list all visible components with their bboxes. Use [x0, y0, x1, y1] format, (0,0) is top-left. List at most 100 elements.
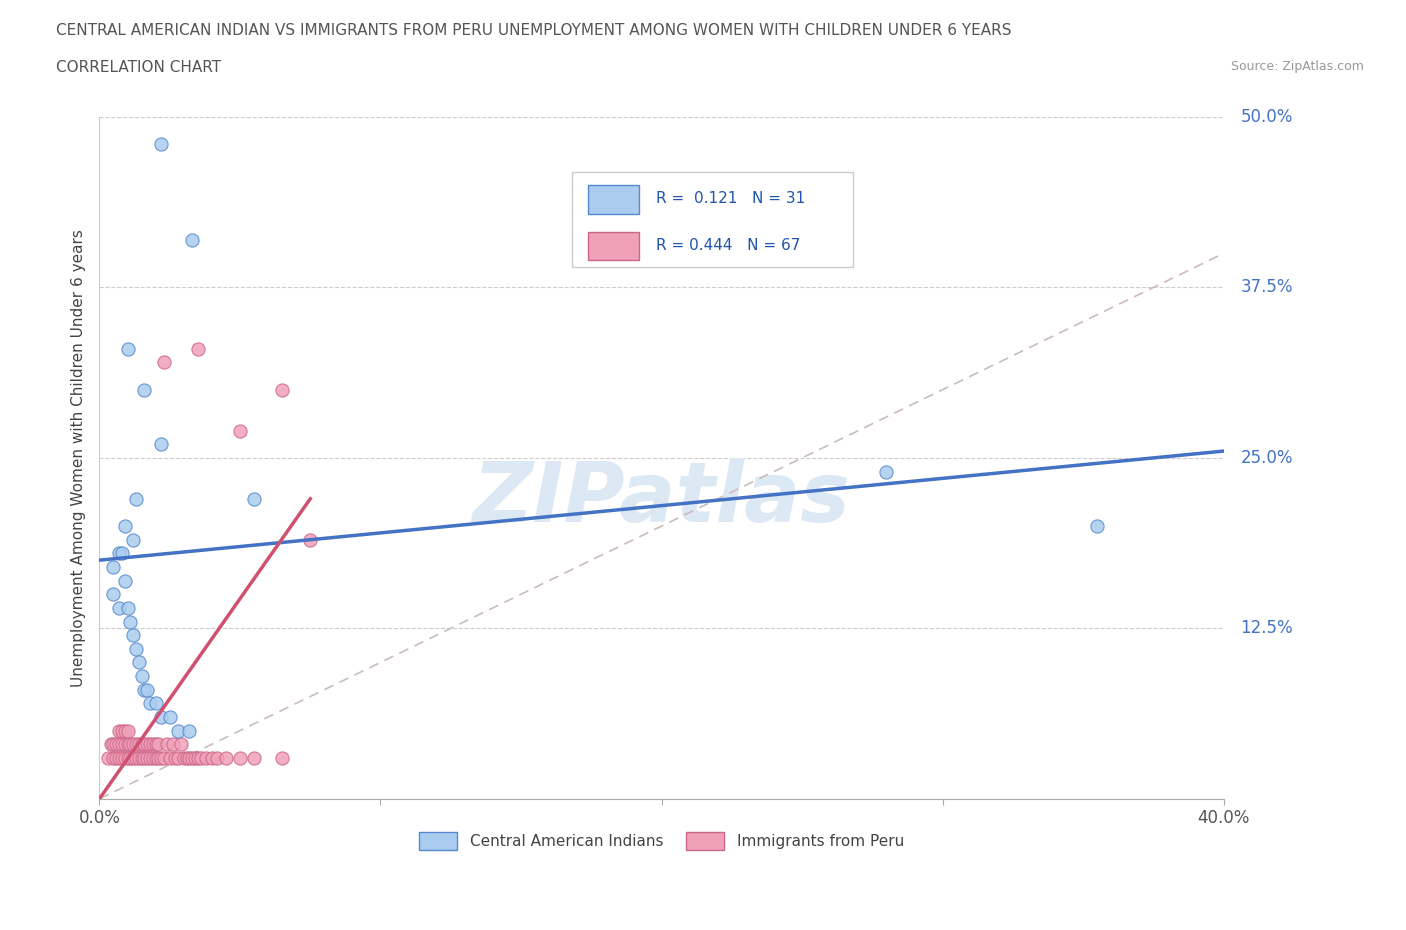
Point: [181, 751, 204, 765]
Point: [125, 737, 148, 751]
Point: [170, 737, 193, 751]
Point: [117, 341, 139, 356]
Point: [108, 601, 131, 616]
Point: [271, 751, 294, 765]
Point: [108, 724, 131, 738]
FancyBboxPatch shape: [589, 232, 640, 260]
Point: [120, 614, 142, 629]
Point: [167, 724, 190, 738]
Point: [125, 751, 148, 765]
Point: [134, 382, 156, 397]
Point: [108, 546, 131, 561]
Point: [229, 423, 252, 438]
Point: [167, 751, 190, 765]
Point: [243, 491, 266, 506]
Point: [114, 519, 136, 534]
Point: [159, 751, 181, 765]
Point: [117, 737, 139, 751]
Point: [117, 601, 139, 616]
Point: [150, 437, 173, 452]
Point: [128, 751, 150, 765]
Point: [100, 737, 122, 751]
Point: [159, 710, 181, 724]
Point: [103, 560, 125, 575]
Point: [134, 751, 156, 765]
Point: [153, 751, 176, 765]
Point: [176, 751, 198, 765]
Point: [105, 751, 128, 765]
Point: [131, 751, 153, 765]
Point: [148, 751, 170, 765]
Point: [125, 491, 148, 506]
Point: [139, 737, 162, 751]
Text: 37.5%: 37.5%: [1240, 278, 1294, 297]
Point: [114, 737, 136, 751]
Point: [142, 737, 165, 751]
Point: [120, 751, 142, 765]
Point: [103, 737, 125, 751]
Point: [134, 683, 156, 698]
Point: [136, 683, 159, 698]
Point: [145, 751, 167, 765]
Point: [136, 751, 159, 765]
Y-axis label: Unemployment Among Women with Children Under 6 years: Unemployment Among Women with Children U…: [72, 229, 86, 687]
Text: R =  0.121   N = 31: R = 0.121 N = 31: [657, 192, 806, 206]
Point: [114, 573, 136, 588]
FancyBboxPatch shape: [589, 185, 640, 214]
Point: [187, 751, 209, 765]
Point: [181, 232, 204, 247]
Point: [122, 628, 145, 643]
Point: [207, 751, 229, 765]
Point: [131, 737, 153, 751]
Text: 25.0%: 25.0%: [1240, 449, 1294, 467]
Point: [120, 737, 142, 751]
Point: [139, 751, 162, 765]
Point: [108, 737, 131, 751]
Text: CENTRAL AMERICAN INDIAN VS IMMIGRANTS FROM PERU UNEMPLOYMENT AMONG WOMEN WITH CH: CENTRAL AMERICAN INDIAN VS IMMIGRANTS FR…: [56, 23, 1012, 38]
Point: [111, 737, 134, 751]
Point: [97, 751, 120, 765]
Point: [139, 696, 162, 711]
Point: [122, 751, 145, 765]
Point: [105, 737, 128, 751]
Point: [148, 737, 170, 751]
Point: [215, 751, 238, 765]
Point: [299, 532, 322, 547]
Point: [201, 751, 224, 765]
Legend: Central American Indians, Immigrants from Peru: Central American Indians, Immigrants fro…: [413, 826, 910, 856]
Point: [187, 341, 209, 356]
Point: [136, 737, 159, 751]
Point: [145, 696, 167, 711]
Text: Source: ZipAtlas.com: Source: ZipAtlas.com: [1230, 60, 1364, 73]
Point: [111, 546, 134, 561]
Point: [131, 669, 153, 684]
Text: 50.0%: 50.0%: [1240, 108, 1294, 126]
Point: [195, 751, 218, 765]
Point: [162, 737, 184, 751]
Point: [128, 655, 150, 670]
Point: [103, 587, 125, 602]
Text: R = 0.444   N = 67: R = 0.444 N = 67: [657, 238, 800, 253]
Point: [128, 737, 150, 751]
Point: [103, 751, 125, 765]
Point: [243, 751, 266, 765]
Point: [117, 724, 139, 738]
Point: [179, 751, 201, 765]
Point: [122, 532, 145, 547]
Point: [111, 751, 134, 765]
Point: [190, 751, 212, 765]
Point: [125, 642, 148, 657]
Point: [150, 710, 173, 724]
Point: [173, 751, 195, 765]
Text: 12.5%: 12.5%: [1240, 619, 1294, 637]
Point: [114, 724, 136, 738]
Point: [271, 382, 294, 397]
Point: [1085, 519, 1108, 534]
Point: [156, 737, 179, 751]
Point: [114, 751, 136, 765]
Point: [111, 724, 134, 738]
Point: [108, 751, 131, 765]
Point: [184, 751, 207, 765]
Point: [229, 751, 252, 765]
Text: CORRELATION CHART: CORRELATION CHART: [56, 60, 221, 75]
